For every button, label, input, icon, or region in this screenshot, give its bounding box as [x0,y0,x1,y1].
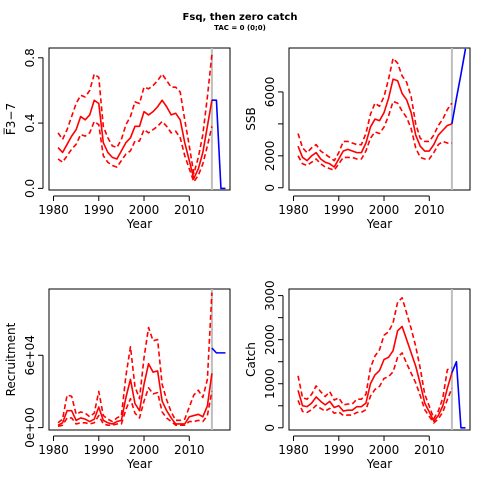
recruitment-lower-line [57,387,213,428]
recruitment-x-tick-label: 1990 [84,443,115,457]
f-bar-y-tick-label: 0.8 [23,48,37,67]
recruitment-y-tick-label: 6e+04 [23,335,37,375]
ssb-median-line [297,78,453,168]
ssb-y-tick-label: 6000 [263,77,277,108]
catch-projection-line [451,360,466,429]
f-bar-plot-frame [48,47,231,191]
f-bar-y-axis-title: F̅3−7 [3,103,18,135]
ssb-y-tick-label: 2000 [263,141,277,172]
ssb-lower-line [297,100,452,171]
panel-recruitment: 1980 1990 2000 2010 0e+00 6e+04 Year Recruitmen… [4,288,231,471]
f-bar-projection-line [211,99,226,190]
ssb-x-tick-label: 2010 [414,203,445,217]
ssb-y-tick-label: 0 [263,184,277,192]
f-bar-lower-line [57,120,213,183]
ssb-x-tick-label: 1980 [278,203,309,217]
recruitment-upper-line [57,292,213,424]
catch-y-tick-label: 0 [263,424,277,432]
catch-x-axis-title: Year [366,457,392,471]
recruitment-projection-line [211,347,226,354]
ssb-x-axis-title: Year [366,217,392,231]
f-bar-median-line [57,99,213,180]
f-bar-upper-line [57,54,213,175]
catch-x-tick-label: 1980 [278,443,309,457]
panel-catch: 1980 1990 2000 2010 0 1000 2000 3000 Year Catch [244,280,471,471]
f-bar-x-tick-label: 2010 [174,203,205,217]
ssb-plot-frame [288,47,471,191]
catch-x-tick-label: 1990 [324,443,355,457]
f-bar-y-tick-label: 0.4 [23,114,37,133]
catch-plot-frame [288,288,471,431]
f-bar-plot-area [57,48,226,190]
f-bar-x-tick-label: 2000 [129,203,160,217]
recruitment-x-tick-label: 2010 [174,443,205,457]
catch-x-tick-label: 2010 [414,443,445,457]
recruitment-x-tick-label: 1980 [38,443,69,457]
ssb-upper-line [297,57,453,162]
f-bar-x-axis-title: Year [126,217,152,231]
recruitment-plot-area [57,289,226,430]
panel-f-bar: 1980 1990 2000 2010 0.0 0.4 0.8 Year F̅3−7 [3,47,231,231]
f-bar-y-tick-label: 0.0 [23,179,37,198]
panel-ssb: 1980 1990 2000 2010 0 2000 6000 Year SSB [244,47,471,231]
catch-plot-area [297,289,466,430]
catch-y-tick-label: 2000 [263,324,277,355]
catch-x-tick-label: 2000 [369,443,400,457]
figure-title: Fsq, then zero catch [183,12,298,23]
catch-y-tick-label: 1000 [263,368,277,399]
ssb-x-tick-label: 1990 [324,203,355,217]
recruitment-plot-frame [48,288,231,431]
catch-y-tick-label: 3000 [263,280,277,311]
catch-median-line [297,325,453,422]
figure-subtitle: TAC = 0 (0;0) [214,24,266,32]
ssb-plot-area [297,48,467,190]
ssb-y-axis-title: SSB [244,107,258,130]
catch-y-axis-title: Catch [244,342,258,377]
catch-upper-line [297,297,453,420]
ssb-projection-line [451,48,467,125]
f-bar-x-tick-label: 1980 [38,203,69,217]
recruitment-median-line [57,362,213,426]
recruitment-y-tick-label: 0e+00 [23,407,37,447]
recruitment-y-axis-title: Recruitment [4,322,18,396]
recruitment-x-axis-title: Year [126,457,152,471]
f-bar-x-tick-label: 1990 [84,203,115,217]
ssb-x-tick-label: 2000 [369,203,400,217]
catch-lower-line [297,352,453,424]
recruitment-x-tick-label: 2000 [129,443,160,457]
